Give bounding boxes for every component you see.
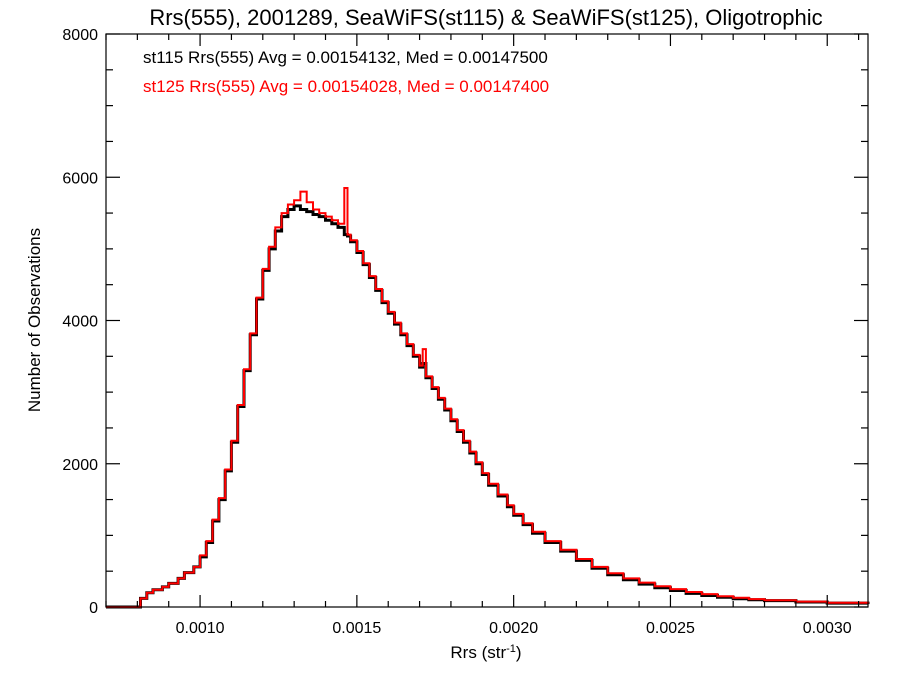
x-axis-label: Rrs (str-1): [450, 643, 521, 662]
series-group: [106, 187, 870, 609]
axes-group: 0.0010 0.0015 0.0020 0.0025 0.0030 0 2000 4000 6…: [62, 27, 868, 637]
series-st125-line: [106, 187, 869, 608]
y-tick-label: 0: [89, 600, 98, 617]
series-st115-line: [106, 204, 870, 609]
y-tick-label: 2000: [62, 457, 98, 474]
legend-entry-st125: st125 Rrs(555) Avg = 0.00154028, Med = 0…: [143, 77, 549, 96]
y-tick-label: 8000: [62, 27, 98, 44]
x-axis-label-close: ): [516, 643, 522, 662]
x-tick-label: 0.0015: [332, 620, 381, 637]
x-tick-label: 0.0025: [646, 620, 695, 637]
y-tick-label: 6000: [62, 170, 98, 187]
x-axis-label-main: Rrs (str: [450, 643, 506, 662]
x-tick-label: 0.0010: [176, 620, 225, 637]
y-tick-label: 4000: [62, 314, 98, 331]
y-axis-label: Number of Observations: [25, 228, 44, 412]
legend-entry-st115: st115 Rrs(555) Avg = 0.00154132, Med = 0…: [143, 48, 548, 67]
chart-title: Rrs(555), 2001289, SeaWiFS(st115) & SeaW…: [149, 5, 822, 30]
x-tick-label: 0.0030: [803, 620, 852, 637]
x-axis-label-exponent: -1: [506, 643, 516, 655]
x-tick-label: 0.0020: [489, 620, 538, 637]
